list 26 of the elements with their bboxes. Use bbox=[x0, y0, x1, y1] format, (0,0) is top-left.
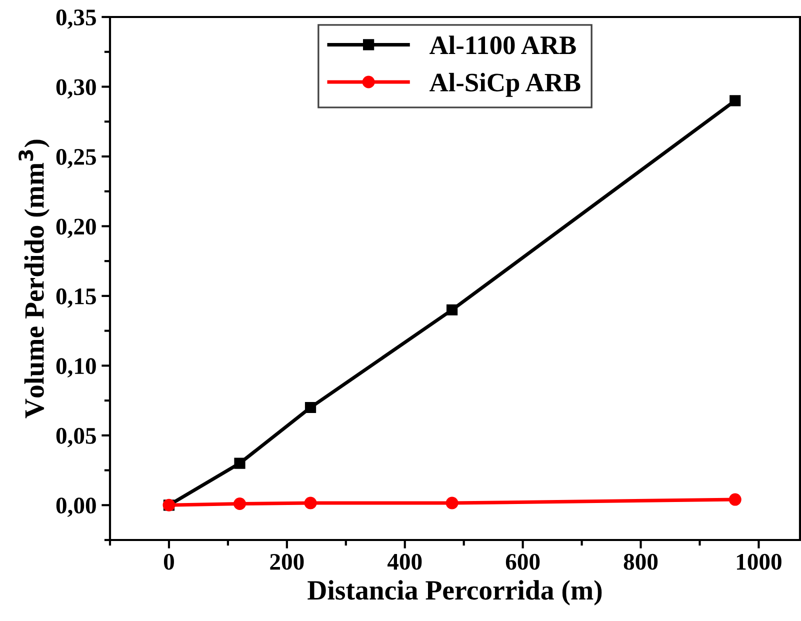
x-axis-title: Distancia Percorrida (m) bbox=[308, 580, 602, 606]
y-tick-label: 0,20 bbox=[56, 218, 96, 238]
point bbox=[233, 497, 246, 510]
x-tick-label: 400 bbox=[387, 554, 422, 570]
y-tick-label: 0,35 bbox=[56, 9, 96, 29]
point bbox=[728, 493, 742, 506]
y-tick-label: 0,00 bbox=[56, 498, 96, 517]
y-tick-label: 0,15 bbox=[56, 288, 96, 308]
x-tick-label: 800 bbox=[624, 554, 658, 570]
legend-label: Al-SiCp ARB bbox=[430, 72, 580, 97]
y-tick-label: 0,30 bbox=[56, 79, 96, 99]
point bbox=[446, 496, 458, 510]
legend-label: Al-1100 ARB bbox=[430, 36, 576, 54]
y-tick-label: 0,05 bbox=[56, 428, 96, 448]
x-tick-label: 0 bbox=[164, 554, 174, 570]
point bbox=[730, 95, 741, 106]
point bbox=[304, 496, 317, 510]
y-tick-label: 0,25 bbox=[56, 148, 96, 168]
y-tick-label: 0,10 bbox=[56, 358, 96, 378]
point bbox=[446, 304, 458, 316]
y-axis-title: Volume Perdido (mm$^{3}$) bbox=[18, 140, 50, 418]
x-tick-label: 200 bbox=[270, 554, 304, 570]
x-tick-label: 1000 bbox=[737, 554, 782, 570]
x-tick-label: 600 bbox=[506, 554, 540, 570]
point bbox=[234, 458, 246, 469]
point bbox=[304, 402, 316, 414]
